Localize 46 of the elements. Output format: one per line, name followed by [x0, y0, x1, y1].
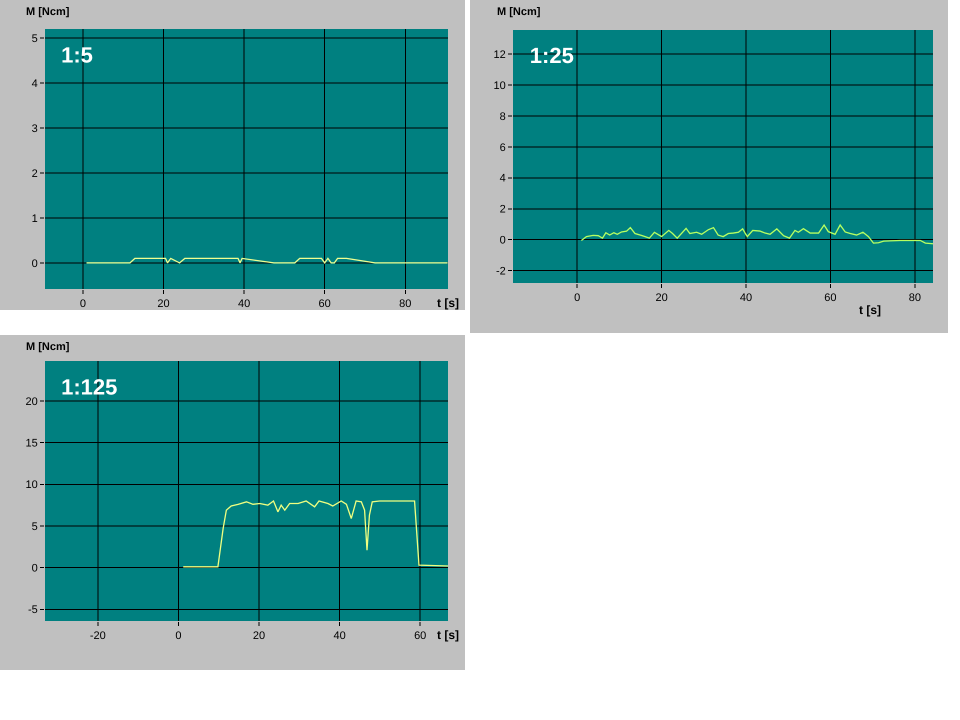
text: 1:25: [530, 43, 574, 68]
x-axis-title: t [s]: [859, 303, 881, 317]
x-tick-label: 60: [318, 298, 331, 310]
x-tick-label: 60: [824, 292, 837, 304]
text: 1:125: [61, 374, 118, 400]
y-tick-label: 0: [32, 562, 38, 575]
x-tick-label: 40: [238, 298, 250, 310]
x-tick-label: 20: [252, 630, 266, 642]
x-tick-label: 40: [740, 292, 752, 304]
y-tick-label: 3: [32, 122, 38, 135]
y-tick-label: 0: [32, 258, 38, 270]
y-tick-label: 12: [494, 48, 506, 61]
y-tick-label: 20: [26, 396, 38, 408]
line-series: [580, 224, 933, 244]
y-tick-label: 15: [26, 438, 38, 450]
x-tick-label: 60: [414, 630, 426, 642]
y-tick-label: 1: [32, 212, 38, 225]
x-axis-title: t [s]: [437, 296, 459, 310]
y-tick-label: 5: [32, 520, 38, 533]
y-tick-label: -2: [496, 265, 506, 278]
y-tick-label: 4: [32, 78, 38, 90]
x-tick-label: 0: [80, 298, 86, 310]
y-tick-label: -5: [28, 604, 38, 616]
y-tick-label: 6: [500, 142, 506, 154]
x-tick-label: -20: [90, 630, 106, 642]
x-tick-label: 0: [175, 630, 182, 642]
y-axis-title: M [Ncm]: [26, 341, 70, 353]
x-tick-label: 80: [399, 298, 412, 310]
x-tick-label: 20: [655, 292, 668, 304]
y-tick-label: 4: [500, 172, 506, 185]
y-tick-label: 10: [494, 80, 506, 92]
y-tick-label: 0: [500, 234, 506, 247]
x-tick-label: 80: [908, 292, 921, 304]
line-series: [182, 500, 448, 568]
x-tick-label: 20: [157, 298, 170, 310]
y-tick-label: 2: [500, 204, 506, 216]
y-axis-title: M [Ncm]: [497, 6, 541, 18]
y-axis-title: M [Ncm]: [26, 6, 70, 18]
y-tick-label: 5: [32, 32, 38, 45]
text: 1:5: [61, 42, 93, 68]
x-tick-label: 40: [333, 630, 346, 642]
y-tick-label: 8: [500, 110, 506, 123]
x-tick-label: 0: [574, 292, 580, 304]
x-axis-title: t [s]: [437, 628, 459, 642]
y-tick-label: 10: [26, 479, 38, 492]
y-tick-label: 2: [32, 168, 38, 180]
